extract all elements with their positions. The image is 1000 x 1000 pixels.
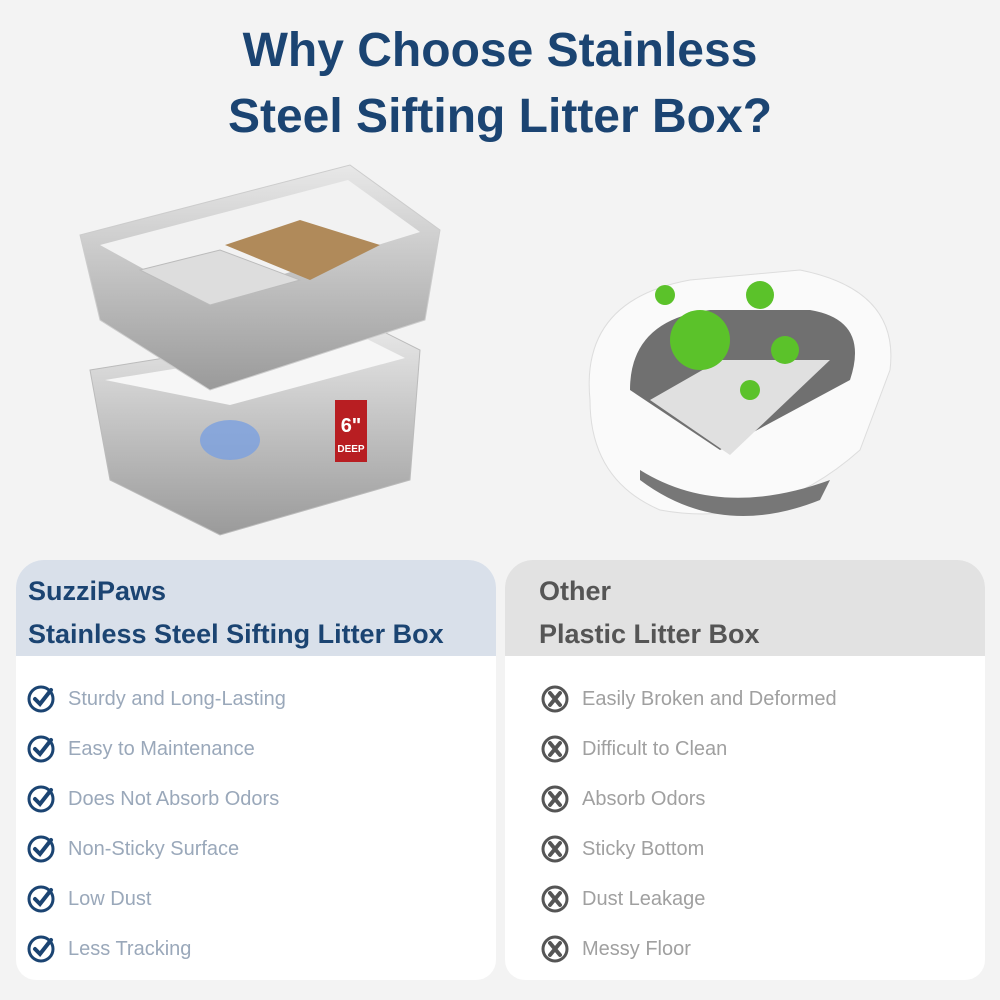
x-circle-icon xyxy=(540,684,570,714)
check-circle-icon xyxy=(26,684,56,714)
feature-label: Easy to Maintenance xyxy=(68,737,255,760)
feature-label: Messy Floor xyxy=(582,937,691,960)
feature-item: Absorb Odors xyxy=(540,774,985,824)
feature-label: Does Not Absorb Odors xyxy=(68,787,280,810)
feature-label: Easily Broken and Deformed xyxy=(582,687,837,710)
x-circle-icon xyxy=(540,834,570,864)
check-circle-icon xyxy=(26,884,56,914)
feature-item: Dust Leakage xyxy=(540,874,985,924)
germ-icon xyxy=(771,336,799,364)
feature-label: Sticky Bottom xyxy=(582,837,705,860)
feature-item: Sturdy and Long-Lasting xyxy=(26,674,496,724)
feature-label: Less Tracking xyxy=(68,937,192,960)
card-header: SuzziPaws Stainless Steel Sifting Litter… xyxy=(16,560,496,656)
x-circle-icon xyxy=(540,934,570,964)
stainless-litter-box-image: 6" DEEP xyxy=(79,164,441,536)
depth-badge xyxy=(335,400,367,462)
germ-icon xyxy=(746,281,774,309)
check-circle-icon xyxy=(26,734,56,764)
feature-item: Easily Broken and Deformed xyxy=(540,674,985,724)
feature-label: Sturdy and Long-Lasting xyxy=(68,687,286,710)
feature-item: Sticky Bottom xyxy=(540,824,985,874)
suzzipaws-comparison-card: SuzziPaws Stainless Steel Sifting Litter… xyxy=(16,560,496,980)
svg-text:DEEP: DEEP xyxy=(337,444,365,455)
other-comparison-card: Other Plastic Litter Box Easily Broken a… xyxy=(505,560,985,980)
card-header: Other Plastic Litter Box xyxy=(505,560,985,656)
feature-item: Low Dust xyxy=(26,874,496,924)
germ-icon xyxy=(670,310,730,370)
feature-item: Difficult to Clean xyxy=(540,724,985,774)
feature-label: Non-Sticky Surface xyxy=(68,837,240,860)
feature-item: Non-Sticky Surface xyxy=(26,824,496,874)
germ-icon xyxy=(740,380,760,400)
svg-text:6": 6" xyxy=(341,415,362,437)
check-circle-icon xyxy=(26,784,56,814)
feature-item: Does Not Absorb Odors xyxy=(26,774,496,824)
feature-item: Messy Floor xyxy=(540,924,985,974)
feature-item: Less Tracking xyxy=(26,924,496,974)
feature-label: Low Dust xyxy=(68,887,152,910)
check-circle-icon xyxy=(26,834,56,864)
x-circle-icon xyxy=(540,884,570,914)
plastic-litter-box-image xyxy=(588,269,892,516)
x-circle-icon xyxy=(540,784,570,814)
feature-item: Easy to Maintenance xyxy=(26,724,496,774)
check-circle-icon xyxy=(26,934,56,964)
page-title: Why Choose Stainless Steel Sifting Litte… xyxy=(227,24,773,143)
germ-icon xyxy=(655,285,675,305)
feature-label: Absorb Odors xyxy=(582,787,706,810)
feature-label: Dust Leakage xyxy=(582,887,706,910)
feature-label: Difficult to Clean xyxy=(582,737,728,760)
x-circle-icon xyxy=(540,734,570,764)
